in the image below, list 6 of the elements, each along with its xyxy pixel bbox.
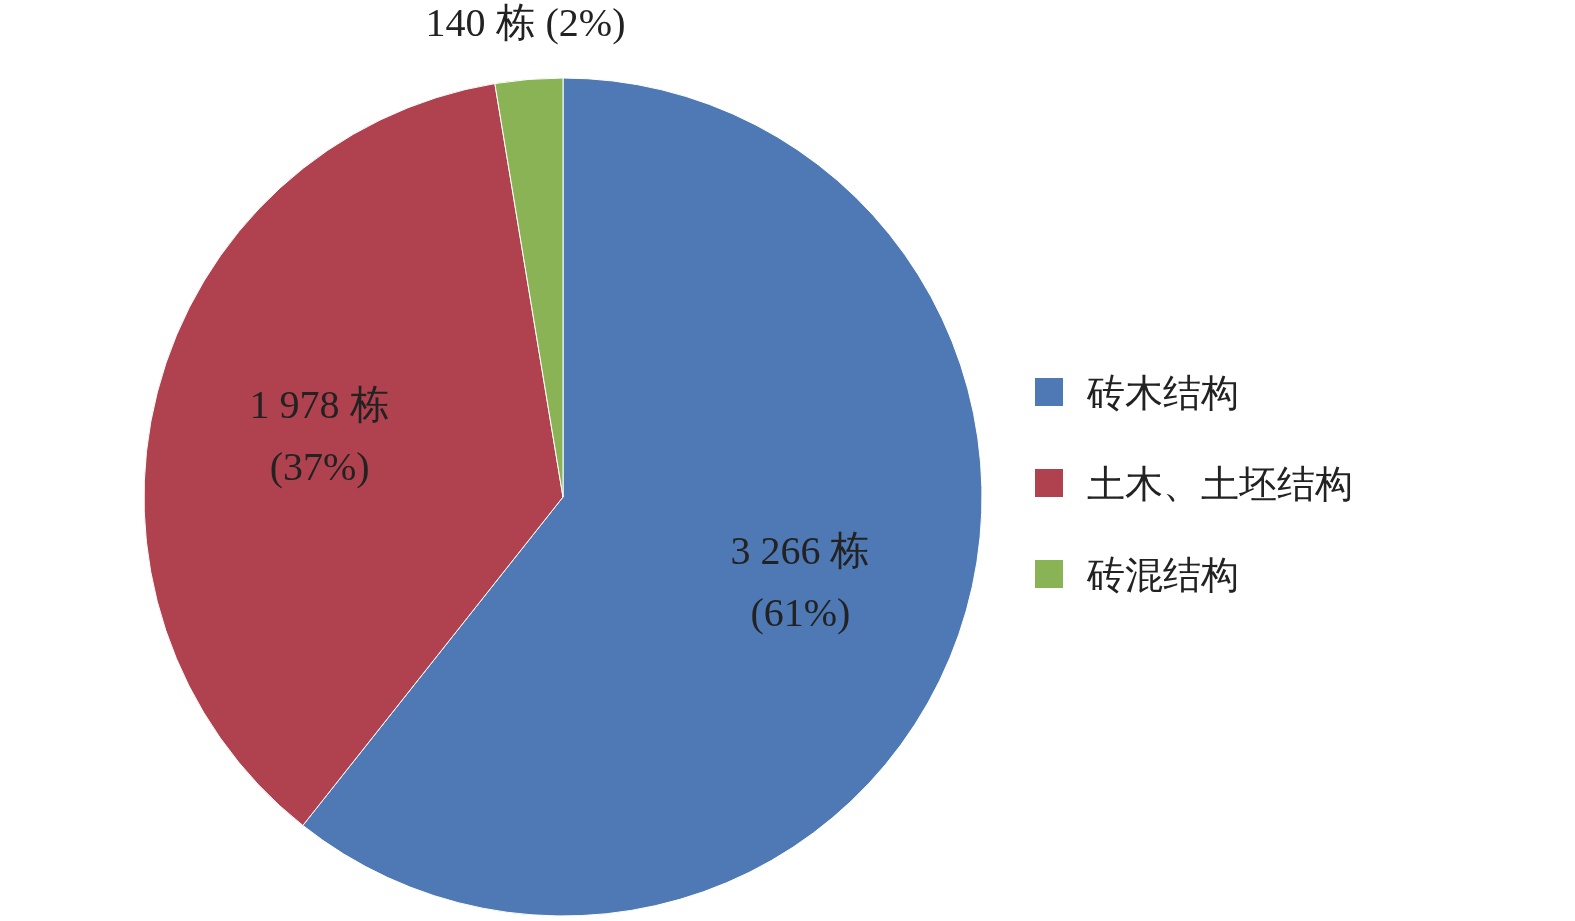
legend-label: 砖混结构 <box>1086 553 1239 597</box>
legend-label: 砖木结构 <box>1086 371 1239 415</box>
legend-label: 土木、土坯结构 <box>1087 462 1353 506</box>
data-label: 1 978 栋 (37%) <box>249 382 390 490</box>
data-label: 140 栋 (2%) <box>425 0 626 45</box>
data-label: 3 266 栋 (61%) <box>730 527 871 635</box>
